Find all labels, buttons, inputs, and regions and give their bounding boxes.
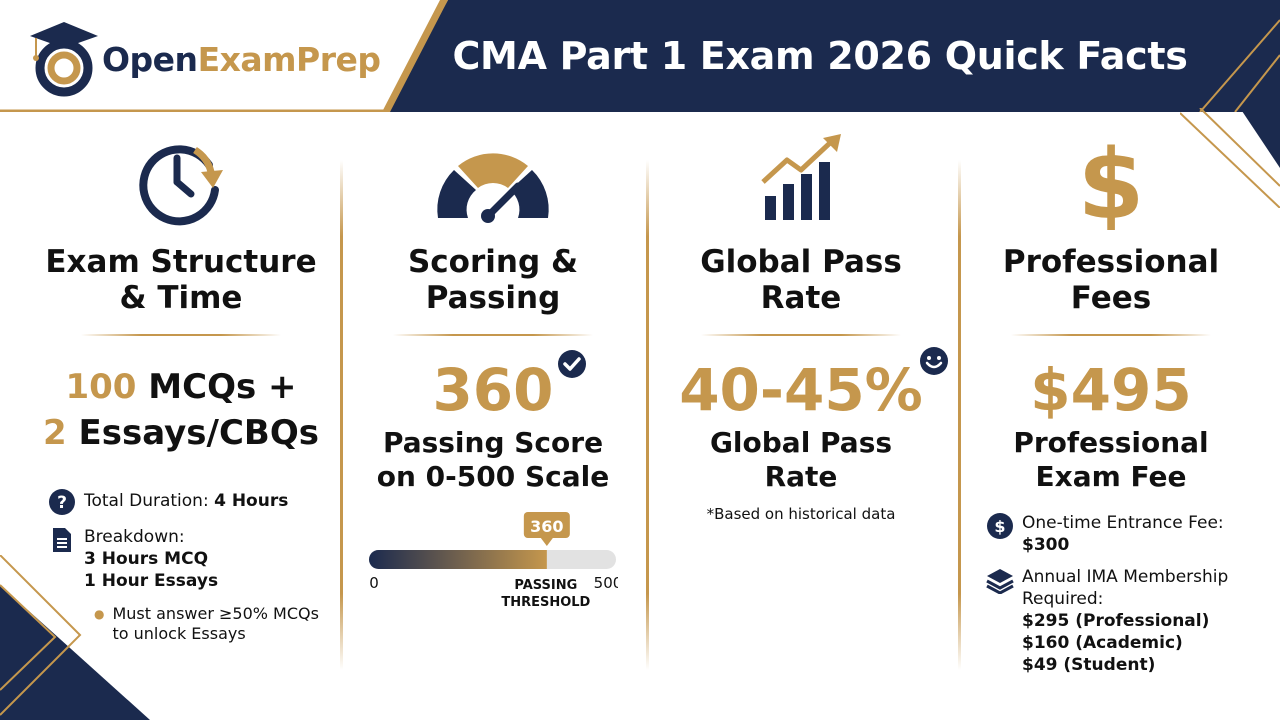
fees-column: $ Professional Fees $495 Professional Ex… [961,130,1261,494]
breakdown-essays: 1 Hour Essays [84,571,219,591]
exam-structure-title: Exam Structure & Time [31,244,331,316]
column-divider [646,160,649,670]
document-icon [53,528,71,552]
score-bar-max-label: 500 [594,574,618,592]
checkmark-circle-icon [558,350,586,378]
score-marker-label: 360 [530,517,563,536]
essay-unlock-rule: ● Must answer ≥50% MCQs to unlock Essays [94,604,334,644]
svg-text:?: ? [57,493,67,513]
duration-label: Total Duration: [84,491,209,511]
corner-decoration-right [1180,108,1280,208]
title-underline [81,334,281,336]
logo-wordmark: OpenExamPrep [102,40,381,79]
svg-text:$: $ [994,517,1005,536]
scoring-title-line1: Scoring & [407,244,578,280]
mcq-label: MCQs + [148,367,297,407]
duration-value: 4 Hours [214,491,289,511]
pass-rate-column: Global Pass Rate 40-45% Global Pass Rate [651,130,951,494]
header-band [0,0,1280,112]
threshold-label-line2: THRESHOLD [501,595,590,610]
column-divider [958,160,961,670]
layers-icon [986,569,1014,594]
essay-unlock-rule-line2: to unlock Essays [112,624,246,643]
column-divider [340,160,343,670]
pass-rate-footnote: *Based on historical data [706,505,896,523]
essay-count: 2 [43,413,67,453]
pass-rate-caption-line1: Global Pass [709,426,893,459]
essay-label: Essays/CBQs [78,413,319,453]
membership-label-line2: Required: [1022,589,1104,609]
score-bar-fill [369,550,547,569]
breakdown-mcq: 3 Hours MCQ [84,549,209,569]
title-underline [1011,334,1211,336]
fees-title-line1: Professional [1002,244,1220,280]
pass-rate-title: Global Pass Rate [651,244,951,316]
exam-structure-title-line1: Exam Structure [45,244,317,280]
passing-score-caption: Passing Score on 0-500 Scale [343,426,643,494]
scoring-column: Scoring & Passing 360 Passing Score on 0… [343,130,643,494]
exam-structure-column: Exam Structure & Time 100 MCQs + 2 Essay… [31,130,331,456]
breakdown-row: Breakdown: 3 Hours MCQ 1 Hour Essays [48,526,338,592]
fees-title-line2: Fees [1070,280,1152,316]
question-circle-icon: ? [49,489,75,515]
exam-fee-caption: Professional Exam Fee [961,426,1261,494]
growth-chart-icon [761,134,841,220]
svg-text:$: $ [1078,130,1145,230]
pass-rate-value: 40-45% [679,356,923,424]
breakdown-label: Breakdown: [84,527,185,547]
scoring-title: Scoring & Passing [343,244,643,316]
entrance-fee-value: $300 [1022,535,1070,555]
membership-label-line1: Annual IMA Membership [1022,567,1229,587]
dollar-sign-icon: $ [1078,130,1145,230]
bullet-dot-icon: ● [94,607,105,621]
exam-structure-title-line2: & Time [119,280,243,316]
logo-text-open: Open [102,39,198,79]
smiley-face-icon [920,347,948,375]
graduation-cap-logo-icon [30,22,98,97]
clock-arrow-icon [139,145,223,226]
title-underline [393,334,593,336]
exam-fee-caption-line2: Exam Fee [1035,460,1187,493]
pass-rate-title-line1: Global Pass [700,244,902,280]
passing-score-caption-line1: Passing Score [382,426,604,459]
essay-unlock-rule-line1: Must answer ≥50% MCQs [112,604,319,623]
dollar-circle-icon: $ [987,513,1013,539]
title-underline [701,334,901,336]
threshold-label-line1: PASSING [514,578,577,593]
pass-rate-title-line2: Rate [760,280,842,316]
scoring-title-line2: Passing [425,280,561,316]
score-marker-badge [523,512,570,538]
membership-fee-row: Annual IMA Membership Required: $295 (Pr… [986,566,1266,676]
exam-fee-caption-line1: Professional [1013,426,1209,459]
score-bar-min-label: 0 [369,574,379,592]
corner-decoration-left [0,555,150,720]
speedometer-icon [437,153,549,223]
passing-score-caption-line2: on 0-500 Scale [376,460,610,493]
entrance-fee-row: $ One-time Entrance Fee: $300 [986,512,1266,556]
logo-text-examprep: ExamPrep [197,39,381,79]
membership-student: $49 (Student) [1022,655,1156,675]
passing-score-value: 360 [432,356,554,424]
membership-academic: $160 (Academic) [1022,633,1183,653]
duration-row: ? Total Duration: 4 Hours [48,488,338,516]
exam-fee-value: $495 [1030,356,1192,424]
score-marker-pointer [540,538,553,546]
passing-score-bar: 360 0 500 PASSING THRESHOLD [368,512,622,612]
page-title: CMA Part 1 Exam 2026 Quick Facts [452,34,1188,78]
question-count: 100 MCQs + 2 Essays/CBQs [31,364,331,456]
fees-title: Professional Fees [961,244,1261,316]
membership-professional: $295 (Professional) [1022,611,1210,631]
pass-rate-caption: Global Pass Rate [651,426,951,494]
mcq-count: 100 [65,367,137,407]
entrance-fee-label: One-time Entrance Fee: [1022,513,1224,533]
logo[interactable]: OpenExamPrep [28,18,388,100]
pass-rate-caption-line2: Rate [764,460,838,493]
